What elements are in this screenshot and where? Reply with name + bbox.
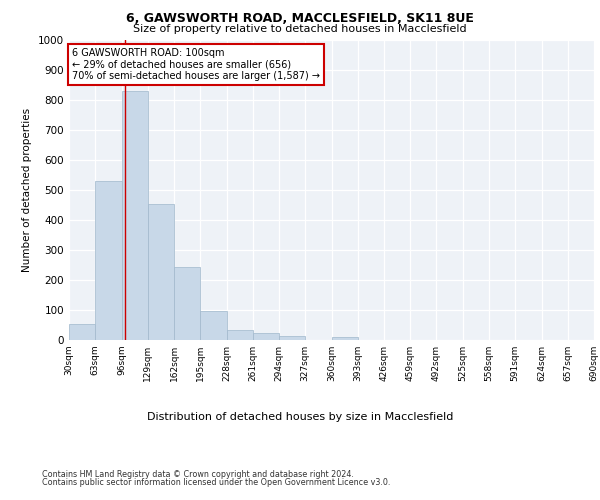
Bar <box>253 334 279 340</box>
Text: Contains HM Land Registry data © Crown copyright and database right 2024.: Contains HM Land Registry data © Crown c… <box>42 470 354 479</box>
Text: Distribution of detached houses by size in Macclesfield: Distribution of detached houses by size … <box>147 412 453 422</box>
Bar <box>331 337 358 340</box>
Y-axis label: Number of detached properties: Number of detached properties <box>22 108 32 272</box>
Bar <box>69 324 95 340</box>
Text: 6, GAWSWORTH ROAD, MACCLESFIELD, SK11 8UE: 6, GAWSWORTH ROAD, MACCLESFIELD, SK11 8U… <box>126 12 474 26</box>
Text: 6 GAWSWORTH ROAD: 100sqm
← 29% of detached houses are smaller (656)
70% of semi-: 6 GAWSWORTH ROAD: 100sqm ← 29% of detach… <box>71 48 320 80</box>
Bar <box>200 311 227 340</box>
Bar <box>279 336 305 340</box>
Bar <box>121 91 148 340</box>
Bar <box>174 266 200 340</box>
Bar <box>95 181 121 340</box>
Text: Contains public sector information licensed under the Open Government Licence v3: Contains public sector information licen… <box>42 478 391 487</box>
Bar <box>148 204 174 340</box>
Bar <box>227 330 253 340</box>
Text: Size of property relative to detached houses in Macclesfield: Size of property relative to detached ho… <box>133 24 467 34</box>
